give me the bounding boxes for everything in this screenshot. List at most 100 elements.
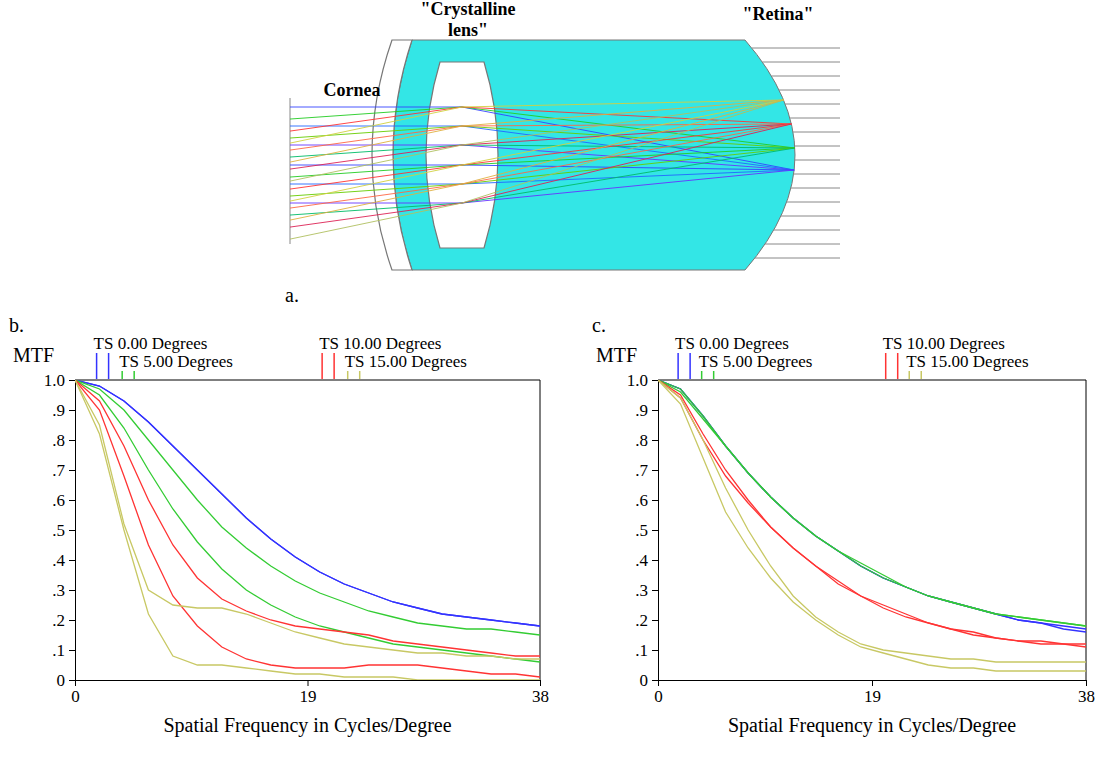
tick-label: .4 bbox=[52, 551, 65, 570]
retina-line bbox=[795, 160, 840, 161]
tick-label: 1.0 bbox=[44, 371, 65, 390]
ray bbox=[290, 100, 784, 239]
legend-line bbox=[108, 353, 110, 379]
ray bbox=[290, 100, 784, 181]
plot-frame bbox=[75, 380, 540, 680]
tick: .3 bbox=[52, 581, 75, 600]
x-axis-title: Spatial Frequency in Cycles/Degree bbox=[728, 714, 1016, 737]
retina-line bbox=[774, 230, 840, 231]
retina-line bbox=[787, 202, 840, 203]
tick-label: .4 bbox=[635, 551, 648, 570]
tick-mark bbox=[69, 590, 75, 591]
axis-line bbox=[658, 381, 659, 681]
tick: .3 bbox=[635, 581, 658, 600]
mtf-curve bbox=[75, 380, 540, 659]
legend-label: TS 5.00 Degrees bbox=[119, 352, 233, 371]
panel-label: c. bbox=[592, 314, 606, 336]
legend-line bbox=[321, 353, 323, 379]
tick: 0 bbox=[71, 680, 80, 706]
axis-line bbox=[75, 381, 76, 681]
retina-line bbox=[762, 62, 840, 63]
retina-line bbox=[781, 216, 840, 217]
object-plane bbox=[290, 98, 291, 244]
tick-mark bbox=[69, 530, 75, 531]
ray bbox=[290, 100, 784, 162]
tick-mark bbox=[652, 650, 658, 651]
legend-line bbox=[347, 371, 349, 379]
mtf-curve bbox=[75, 380, 540, 635]
tick-mark bbox=[652, 530, 658, 531]
tick: 38 bbox=[1078, 680, 1095, 706]
legend-line bbox=[885, 353, 887, 379]
retina-line bbox=[793, 132, 840, 133]
legend: TS 0.00 DegreesTS 5.00 Degrees TS 10.00 D… bbox=[94, 334, 467, 379]
tick: .6 bbox=[52, 491, 75, 510]
tick: .9 bbox=[635, 401, 658, 420]
legend-line bbox=[908, 371, 910, 379]
tick-mark bbox=[540, 680, 541, 686]
eye-diagram: Cornea"Crystallinelens""Retina"a. bbox=[285, 0, 840, 306]
tick-label: .8 bbox=[52, 431, 65, 450]
plot-area bbox=[75, 380, 540, 680]
tick-mark bbox=[652, 680, 658, 681]
tick: 0 bbox=[57, 671, 76, 690]
legend: TS 0.00 DegreesTS 5.00 DegreesTS 10.00 D… bbox=[675, 334, 1028, 379]
tick-label: .1 bbox=[52, 641, 65, 660]
tick-label: .5 bbox=[52, 521, 65, 540]
y-axis-title: MTF bbox=[596, 344, 637, 366]
retina-line bbox=[755, 258, 840, 259]
tick-label: .5 bbox=[635, 521, 648, 540]
retina-line bbox=[765, 244, 840, 245]
retina-line bbox=[785, 104, 840, 105]
legend-label: TS 15.00 Degrees bbox=[906, 352, 1028, 371]
tick-label: 0 bbox=[71, 687, 80, 706]
tick: .7 bbox=[635, 461, 658, 480]
tick-label: 38 bbox=[1078, 687, 1095, 706]
mtf-curve bbox=[75, 380, 540, 626]
legend-label: TS 15.00 Degrees bbox=[345, 352, 467, 371]
x-axis: 01938 bbox=[71, 680, 549, 706]
tick-label: .1 bbox=[635, 641, 648, 660]
tick: 1.0 bbox=[44, 371, 75, 390]
tick-mark bbox=[69, 650, 75, 651]
legend-label: TS 0.00 Degrees bbox=[94, 334, 208, 353]
legend-line bbox=[897, 353, 899, 379]
tick-mark bbox=[69, 470, 75, 471]
retina-line bbox=[752, 48, 840, 49]
chart: 019380.1.2.3.4.5.6.7.8.91.0TS 0.00 Degre… bbox=[592, 314, 1095, 737]
tick-label: .7 bbox=[635, 461, 648, 480]
tick-mark bbox=[658, 680, 659, 686]
retina-line bbox=[794, 174, 840, 175]
tick-label: .7 bbox=[52, 461, 65, 480]
tick: 0 bbox=[654, 680, 663, 706]
tick-mark bbox=[308, 680, 309, 686]
tick-mark bbox=[652, 620, 658, 621]
plot-frame bbox=[658, 380, 1086, 680]
tick-mark bbox=[69, 620, 75, 621]
tick-label: .8 bbox=[635, 431, 648, 450]
panel-label: a. bbox=[285, 284, 299, 306]
tick-mark bbox=[69, 440, 75, 441]
legend-line bbox=[359, 371, 361, 379]
ray bbox=[290, 148, 795, 177]
tick-mark bbox=[652, 590, 658, 591]
ray bbox=[290, 100, 784, 143]
legend-label: TS 10.00 Degrees bbox=[883, 334, 1005, 353]
tick-mark bbox=[69, 380, 75, 381]
legend-label: TS 10.00 Degrees bbox=[319, 334, 441, 353]
tick: .4 bbox=[52, 551, 75, 570]
tick-mark bbox=[652, 470, 658, 471]
legend-line bbox=[689, 353, 691, 379]
tick: .1 bbox=[52, 641, 75, 660]
tick-label: 19 bbox=[300, 687, 317, 706]
y-axis: 0.1.2.3.4.5.6.7.8.91.0 bbox=[627, 371, 659, 690]
mtf-curve bbox=[658, 380, 1086, 671]
tick-mark bbox=[652, 560, 658, 561]
tick: .8 bbox=[635, 431, 658, 450]
legend-label: TS 0.00 Degrees bbox=[675, 334, 789, 353]
legend-line bbox=[920, 371, 922, 379]
tick-mark bbox=[652, 410, 658, 411]
mtf-curve bbox=[658, 380, 1086, 662]
tick-label: .6 bbox=[52, 491, 65, 510]
mtf-curve bbox=[75, 380, 540, 677]
